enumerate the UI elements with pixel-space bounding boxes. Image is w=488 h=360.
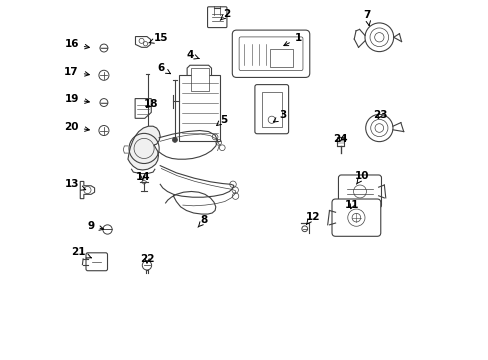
Text: 12: 12 bbox=[305, 212, 319, 224]
Polygon shape bbox=[135, 99, 151, 118]
Bar bbox=[337, 137, 343, 146]
Text: 19: 19 bbox=[64, 94, 89, 104]
Text: 8: 8 bbox=[198, 215, 207, 227]
Text: 7: 7 bbox=[363, 10, 370, 26]
Text: 21: 21 bbox=[71, 247, 91, 258]
Polygon shape bbox=[135, 37, 150, 47]
Text: 13: 13 bbox=[64, 179, 85, 190]
Text: 9: 9 bbox=[87, 221, 103, 231]
Bar bbox=[179, 75, 220, 141]
Bar bbox=[270, 49, 292, 67]
FancyBboxPatch shape bbox=[338, 175, 381, 208]
Text: 5: 5 bbox=[216, 115, 227, 126]
FancyBboxPatch shape bbox=[239, 37, 303, 71]
Text: 1: 1 bbox=[283, 33, 301, 46]
Polygon shape bbox=[187, 65, 211, 94]
FancyBboxPatch shape bbox=[254, 85, 288, 134]
Text: 2: 2 bbox=[220, 9, 230, 20]
Text: 10: 10 bbox=[354, 171, 369, 184]
FancyBboxPatch shape bbox=[86, 253, 107, 271]
Text: 15: 15 bbox=[148, 33, 168, 43]
Text: 14: 14 bbox=[135, 172, 150, 182]
Bar bbox=[191, 68, 208, 91]
Text: 23: 23 bbox=[372, 110, 386, 120]
Text: 17: 17 bbox=[64, 67, 89, 77]
FancyBboxPatch shape bbox=[331, 199, 380, 236]
FancyBboxPatch shape bbox=[232, 30, 309, 77]
Text: 24: 24 bbox=[333, 134, 347, 144]
FancyBboxPatch shape bbox=[207, 7, 226, 28]
Text: 20: 20 bbox=[64, 122, 89, 132]
Text: 18: 18 bbox=[143, 99, 158, 109]
Text: 3: 3 bbox=[273, 111, 286, 122]
Text: 4: 4 bbox=[186, 50, 199, 60]
Polygon shape bbox=[80, 181, 94, 199]
Bar bbox=[261, 92, 281, 127]
Polygon shape bbox=[128, 126, 160, 170]
Text: 11: 11 bbox=[344, 200, 359, 210]
Text: 22: 22 bbox=[140, 254, 154, 264]
Text: 16: 16 bbox=[64, 40, 89, 49]
Text: 6: 6 bbox=[157, 63, 170, 74]
Circle shape bbox=[172, 137, 177, 142]
